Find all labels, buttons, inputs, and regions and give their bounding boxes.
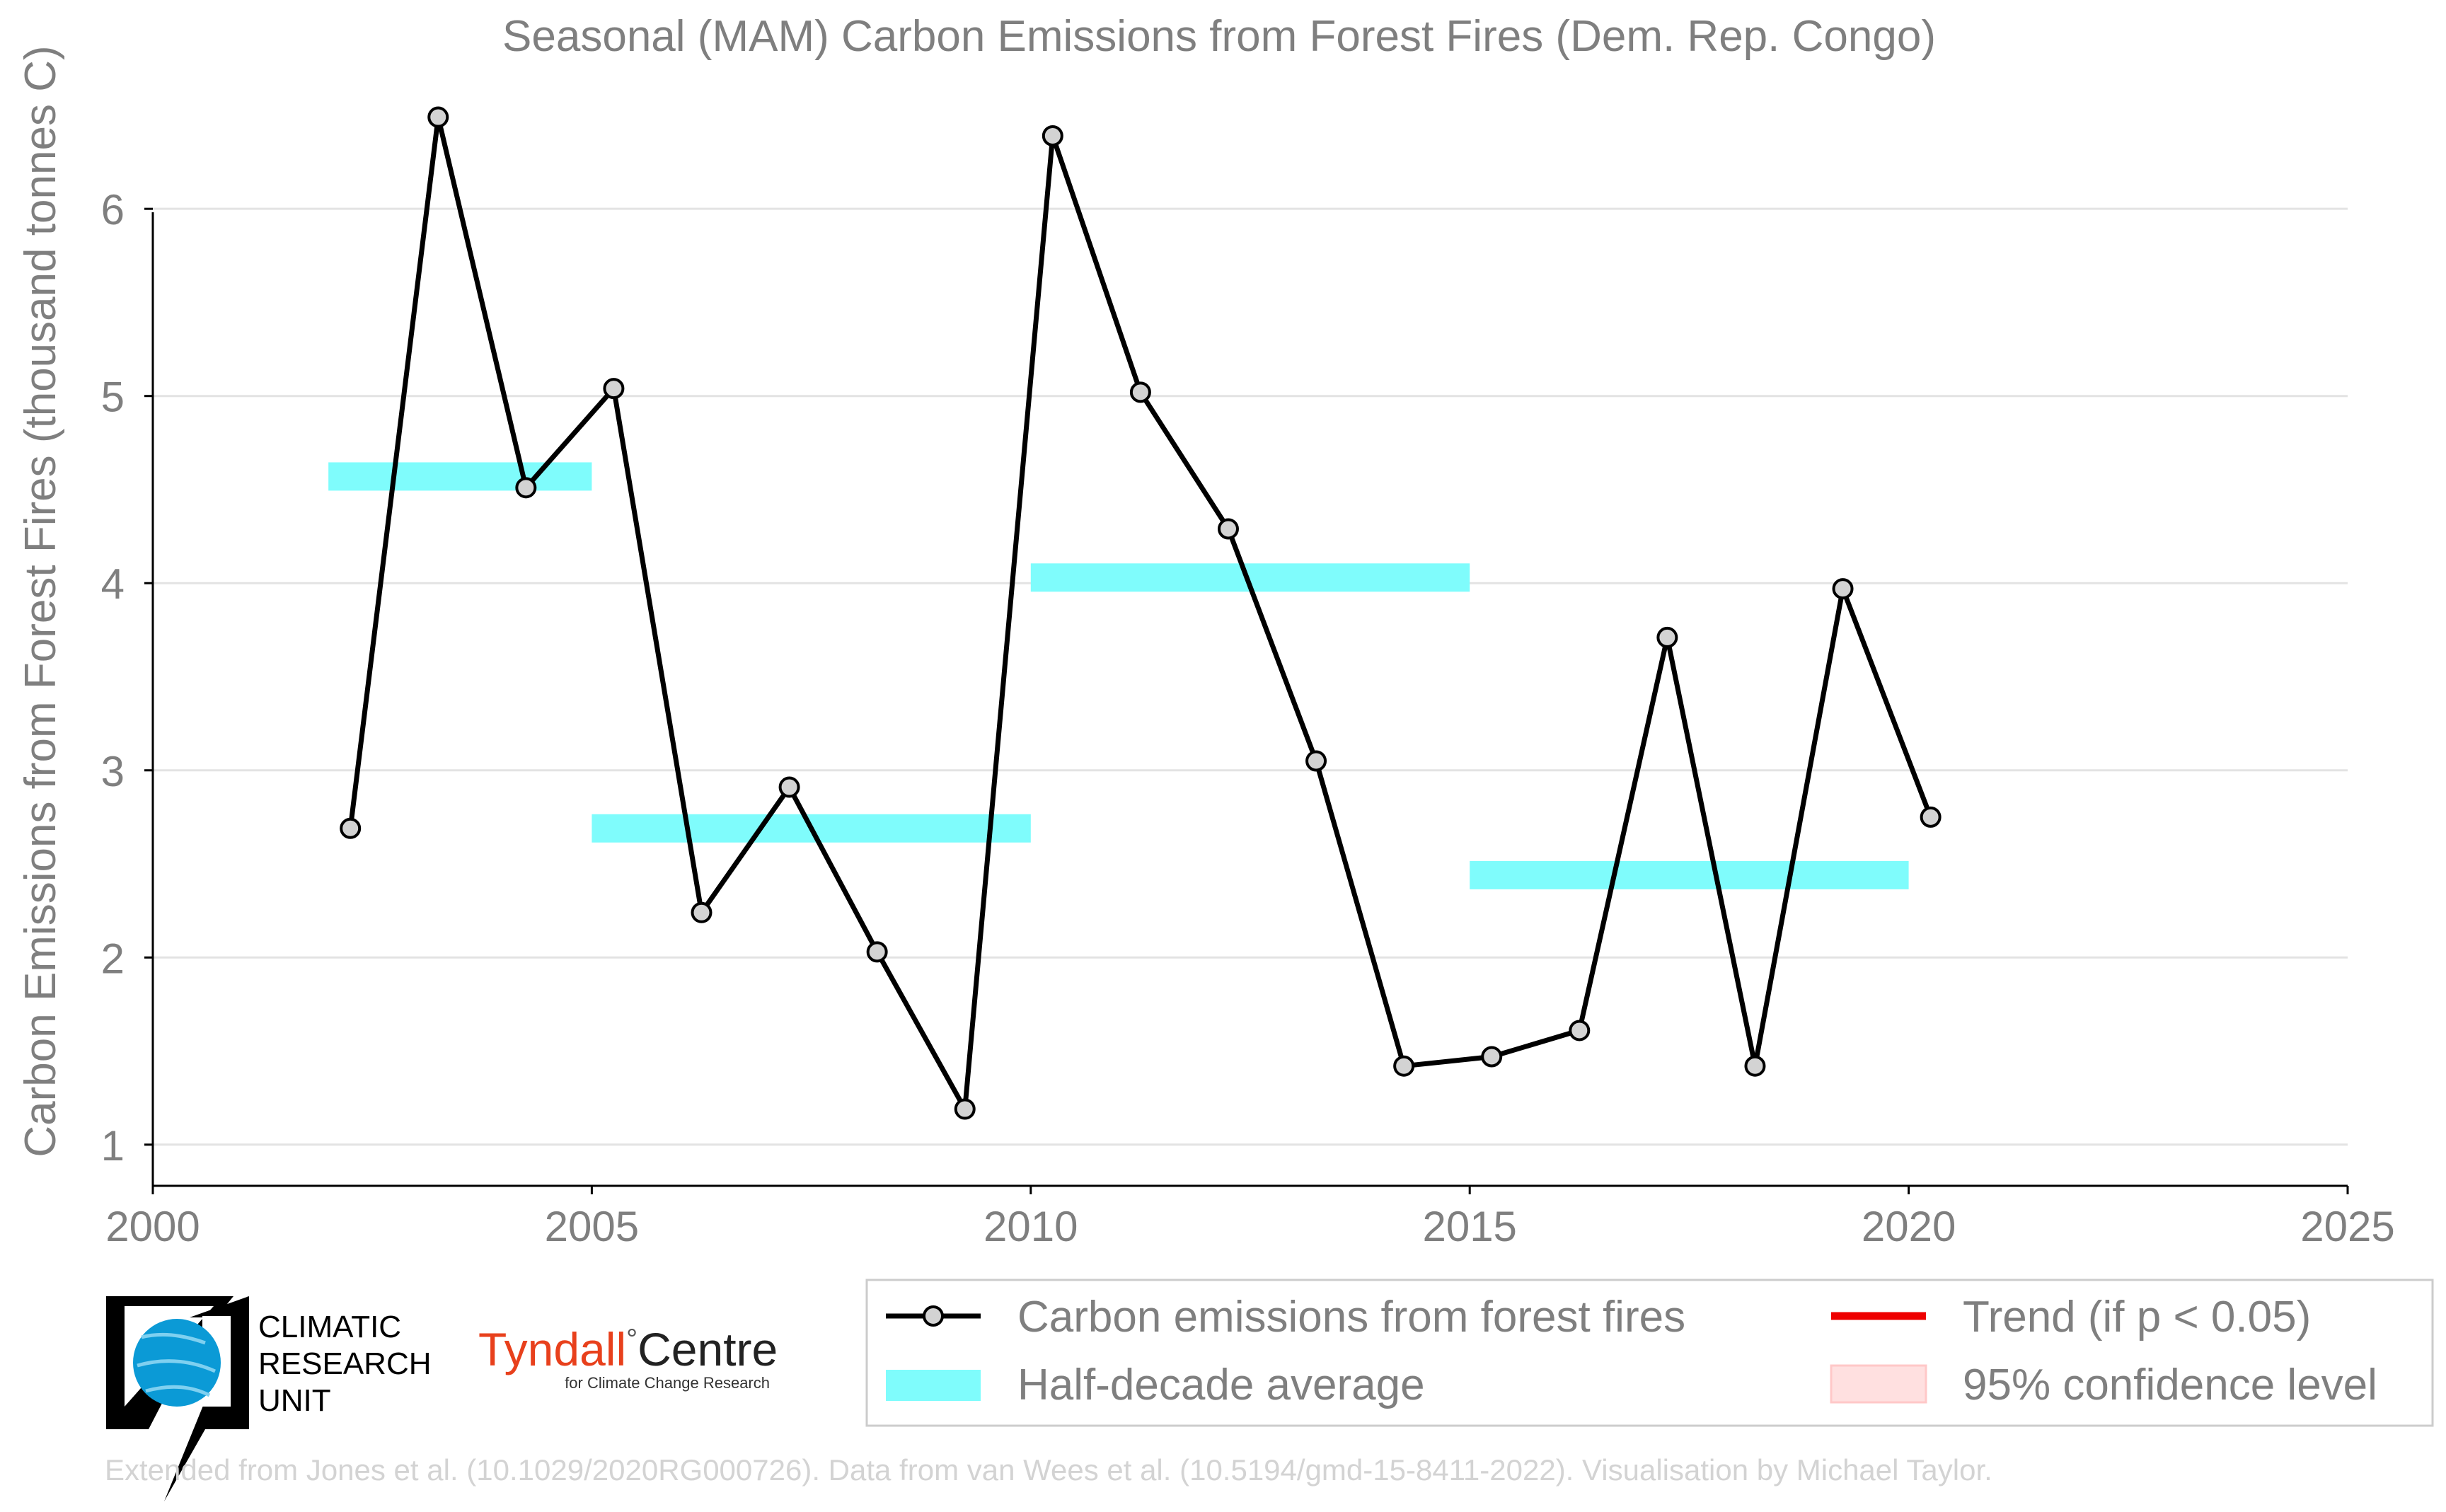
x-tick-labels: 2000 2005 2010 2015 2020 2025 <box>105 1203 2394 1250</box>
data-point-5 <box>778 776 800 798</box>
series-markers <box>340 106 1942 1120</box>
data-point-0 <box>340 817 362 839</box>
data-point-18 <box>1920 806 1942 828</box>
credit-line: Extended from Jones et al. (10.1029/2020… <box>105 1453 1992 1487</box>
legend-confidence-label: 95% confidence level <box>1963 1361 2377 1409</box>
cru-logo: CLIMATIC RESEARCH UNIT <box>106 1296 432 1501</box>
legend: Carbon emissions from forest fires Half-… <box>865 1279 2434 1427</box>
legend-half-decade-label: Half-decade average <box>1017 1361 1425 1409</box>
y-tick-label-1: 1 <box>101 1122 125 1170</box>
data-point-4 <box>691 901 713 923</box>
legend-series-label: Carbon emissions from forest fires <box>1017 1293 1685 1341</box>
tyndall-degree: ° <box>626 1324 638 1355</box>
data-point-9 <box>1129 381 1151 403</box>
legend-series-marker <box>923 1305 944 1327</box>
y-tick-label-5: 5 <box>101 374 125 421</box>
chart-title: Seasonal (MAM) Carbon Emissions from For… <box>502 12 1936 61</box>
y-tick-labels: 1 2 3 4 5 6 <box>101 186 125 1170</box>
x-tick-label-2020: 2020 <box>1862 1203 1956 1250</box>
cru-line2: RESEARCH <box>258 1346 432 1381</box>
data-point-2 <box>515 477 537 499</box>
tyndall-name-a: Tyndall <box>478 1323 626 1375</box>
half-decade-bars <box>328 462 1909 889</box>
tyndall-name-b: Centre <box>638 1323 778 1375</box>
legend-trend-label: Trend (if p < 0.05) <box>1963 1293 2311 1341</box>
tyndall-logo: Tyndall°Centre for Climate Change Resear… <box>478 1323 778 1392</box>
series-emissions <box>347 115 1933 1112</box>
gridlines <box>144 207 2348 1146</box>
half-decade-bar-2002 <box>328 462 592 491</box>
data-point-10 <box>1217 518 1239 540</box>
y-tick-label-4: 4 <box>101 560 125 608</box>
cru-line3: UNIT <box>258 1383 331 1418</box>
x-tick-label-2000: 2000 <box>105 1203 200 1250</box>
data-point-1 <box>427 106 449 128</box>
data-point-7 <box>954 1098 976 1120</box>
data-point-14 <box>1569 1020 1591 1041</box>
cru-line1: CLIMATIC <box>258 1310 401 1344</box>
y-tick-label-6: 6 <box>101 186 125 233</box>
y-tick-label-2: 2 <box>101 935 125 982</box>
x-tick-label-2005: 2005 <box>545 1203 639 1250</box>
legend-frame <box>865 1279 2434 1427</box>
series-line <box>347 115 1933 1112</box>
axes <box>151 212 2349 1194</box>
data-point-6 <box>866 941 888 963</box>
data-point-15 <box>1656 626 1678 648</box>
data-point-11 <box>1305 750 1327 772</box>
legend-confidence-swatch <box>1830 1364 1927 1404</box>
tyndall-sub: for Climate Change Research <box>565 1374 770 1392</box>
x-tick-label-2015: 2015 <box>1422 1203 1516 1250</box>
data-point-8 <box>1042 125 1063 147</box>
data-point-12 <box>1393 1055 1415 1077</box>
data-point-3 <box>603 378 625 400</box>
x-tick-label-2010: 2010 <box>983 1203 1078 1250</box>
half-decade-bar-2015 <box>1470 860 1909 889</box>
data-point-17 <box>1832 578 1854 600</box>
x-tick-label-2025: 2025 <box>2300 1203 2394 1250</box>
y-tick-label-3: 3 <box>101 748 125 795</box>
svg-text:Tyndall°Centre: Tyndall°Centre <box>478 1323 778 1375</box>
legend-half-decade-swatch <box>886 1370 981 1401</box>
data-point-16 <box>1744 1055 1766 1077</box>
y-axis-label: Carbon Emissions from Forest Fires (thou… <box>16 45 65 1157</box>
data-point-13 <box>1481 1046 1503 1068</box>
